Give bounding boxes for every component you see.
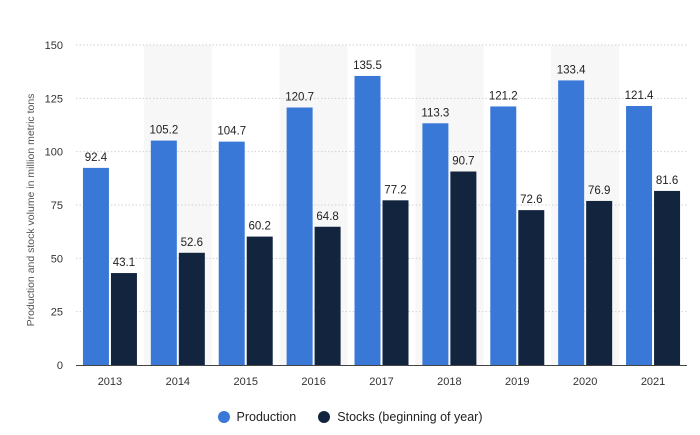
bar-stocks[interactable] bbox=[110, 273, 137, 365]
bar-production[interactable] bbox=[218, 141, 245, 365]
data-label: 43.1 bbox=[113, 257, 135, 269]
legend-swatch-stocks bbox=[318, 411, 331, 423]
bar-production[interactable] bbox=[286, 107, 313, 366]
y-tick-label: 25 bbox=[51, 307, 63, 319]
bar-production[interactable] bbox=[422, 123, 449, 365]
data-label: 90.7 bbox=[452, 156, 474, 168]
y-tick-label: 100 bbox=[45, 147, 63, 159]
data-label: 135.5 bbox=[353, 60, 382, 72]
bars bbox=[82, 75, 681, 366]
bar-production[interactable] bbox=[82, 167, 109, 365]
data-label: 104.7 bbox=[217, 126, 246, 138]
legend-item-stocks[interactable]: Stocks (beginning of year) bbox=[318, 410, 482, 424]
data-label: 133.4 bbox=[557, 64, 586, 76]
chart-legend: Production Stocks (beginning of year) bbox=[0, 410, 700, 424]
data-label: 120.7 bbox=[285, 92, 314, 104]
x-tick-label: 2014 bbox=[166, 376, 190, 388]
data-labels: 92.4 43.1 105.2 52.6 104.7 60.2 120.7 64.8 135.5… bbox=[85, 60, 679, 269]
y-tick-label: 75 bbox=[51, 200, 63, 212]
y-tick-label: 0 bbox=[57, 360, 63, 372]
bar-stocks[interactable] bbox=[246, 236, 273, 365]
y-axis-ticks: 0 25 50 75 100 125 150 bbox=[45, 40, 63, 372]
legend-label-stocks: Stocks (beginning of year) bbox=[337, 410, 483, 424]
data-label: 60.2 bbox=[249, 221, 271, 233]
y-axis-title: Production and stock volume in million m… bbox=[25, 94, 37, 327]
data-label: 72.6 bbox=[520, 194, 542, 206]
x-tick-label: 2019 bbox=[505, 376, 529, 388]
bar-production[interactable] bbox=[150, 140, 177, 365]
y-tick-label: 150 bbox=[45, 40, 63, 52]
data-label: 105.2 bbox=[149, 125, 178, 137]
data-label: 121.4 bbox=[625, 90, 654, 102]
bar-stocks[interactable] bbox=[450, 171, 477, 365]
bar-production[interactable] bbox=[558, 80, 585, 365]
y-tick-label: 50 bbox=[51, 253, 63, 265]
data-label: 64.8 bbox=[316, 211, 338, 223]
y-gridlines bbox=[76, 44, 687, 313]
legend-swatch-production bbox=[217, 411, 230, 423]
legend-item-production[interactable]: Production bbox=[217, 410, 297, 424]
x-tick-label: 2020 bbox=[573, 376, 597, 388]
bar-stocks[interactable] bbox=[382, 200, 409, 365]
bar-stocks[interactable] bbox=[314, 226, 341, 365]
x-tick-label: 2017 bbox=[369, 376, 393, 388]
bar-production[interactable] bbox=[626, 106, 653, 365]
x-tick-label: 2021 bbox=[641, 376, 665, 388]
bar-production[interactable] bbox=[354, 75, 381, 365]
x-tick-label: 2013 bbox=[98, 376, 122, 388]
bar-stocks[interactable] bbox=[518, 210, 545, 365]
x-tick-label: 2015 bbox=[233, 376, 257, 388]
bar-stocks[interactable] bbox=[178, 252, 205, 365]
data-label: 81.6 bbox=[656, 175, 678, 187]
data-label: 92.4 bbox=[85, 152, 108, 164]
data-label: 121.2 bbox=[489, 90, 518, 102]
x-tick-label: 2018 bbox=[437, 376, 461, 388]
bar-stocks[interactable] bbox=[586, 200, 613, 365]
data-label: 77.2 bbox=[384, 184, 406, 196]
legend-label-production: Production bbox=[236, 410, 297, 424]
data-label: 52.6 bbox=[181, 237, 203, 249]
x-tick-label: 2016 bbox=[301, 376, 325, 388]
bar-chart: 0 25 50 75 100 125 150 92.4 43.1 105.2 52.6 104.7 6… bbox=[25, 40, 687, 388]
x-axis-ticks: 2013 2014 2015 2016 2017 2018 2019 2020 2021 bbox=[98, 376, 666, 388]
bar-stocks[interactable] bbox=[654, 190, 681, 365]
y-tick-label: 125 bbox=[45, 93, 63, 105]
data-label: 76.9 bbox=[588, 185, 610, 197]
data-label: 113.3 bbox=[421, 107, 449, 119]
bar-production[interactable] bbox=[490, 106, 517, 365]
